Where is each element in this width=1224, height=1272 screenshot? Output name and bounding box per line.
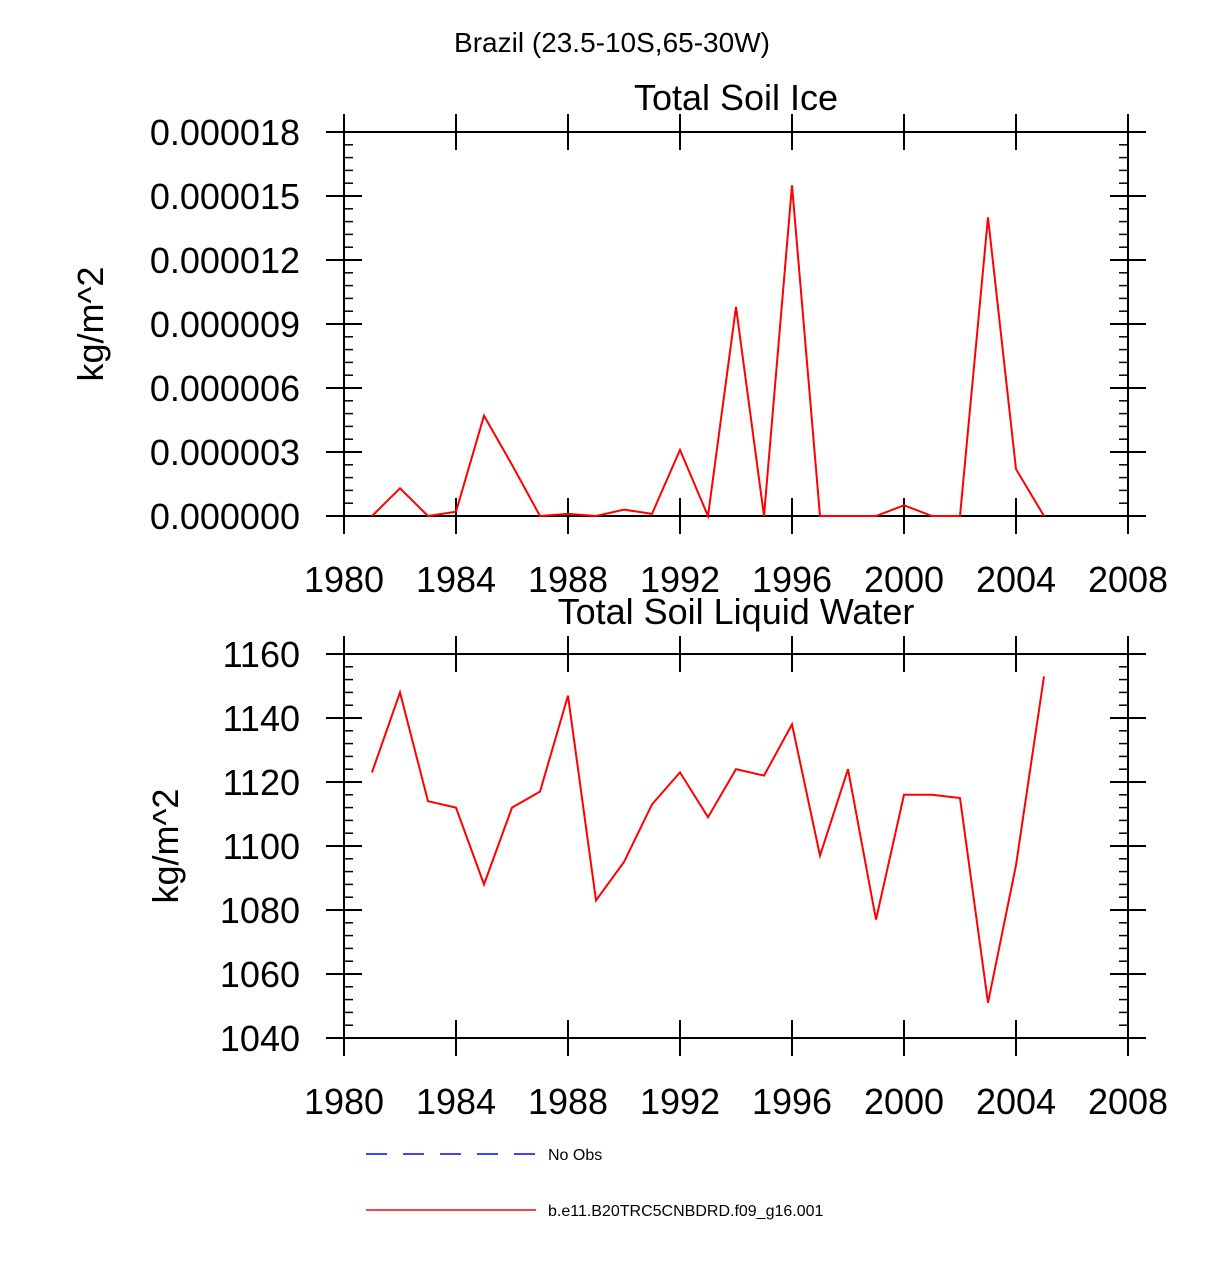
x-tick-label: 2000 (864, 559, 944, 600)
y-tick-label: 1120 (223, 762, 300, 803)
y-axis-label: kg/m^2 (70, 267, 111, 382)
y-tick-label: 1040 (220, 1018, 300, 1059)
plot-frame (343, 653, 1129, 1039)
x-tick-label: 1988 (528, 559, 608, 600)
x-tick-label: 2008 (1088, 559, 1168, 600)
y-tick-label: 0.000000 (150, 496, 300, 537)
legend-label-2: b.e11.B20TRC5CNBDRD.f09_g16.001 (548, 1203, 824, 1220)
x-tick-label: 2000 (864, 1081, 944, 1122)
y-tick-label: 0.000015 (150, 176, 300, 217)
y-tick-label: 1140 (223, 698, 300, 739)
y-tick-label: 1100 (223, 826, 300, 867)
x-tick-label: 1980 (304, 1081, 384, 1122)
y-tick-label: 0.000006 (150, 368, 300, 409)
legend-label-1: No Obs (548, 1147, 602, 1164)
chart-title: Total Soil Liquid Water (558, 591, 915, 632)
series-line-1 (371, 676, 1045, 1003)
x-tick-label: 2004 (976, 559, 1056, 600)
chart-panel-1: Total Soil Ice kg/m^2 1980 1984 1988 1992 1996… (70, 77, 1168, 600)
y-tick-label: 1060 (220, 954, 300, 995)
x-tick-label: 1996 (752, 559, 832, 600)
x-tick-label: 2004 (976, 1081, 1056, 1122)
y-tick-label: 0.000003 (150, 432, 300, 473)
series-line-1 (371, 185, 1045, 520)
x-tick-label: 1980 (304, 559, 384, 600)
x-tick-label: 1996 (752, 1081, 832, 1122)
y-tick-label: 0.000012 (150, 240, 300, 281)
y-tick-label: 1160 (223, 634, 300, 675)
x-tick-label: 2008 (1088, 1081, 1168, 1122)
chart-panel-2: Total Soil Liquid Water kg/m^2 1980 1984 198… (145, 591, 1168, 1122)
legend: No Obs b.e11.B20TRC5CNBDRD.f09_g16.001 (366, 1147, 824, 1220)
chart-panels: Total Soil Ice kg/m^2 1980 1984 1988 1992 1996… (70, 77, 1168, 1122)
chart-title: Total Soil Ice (634, 77, 838, 118)
x-tick-label: 1992 (640, 1081, 720, 1122)
y-axis-label: kg/m^2 (145, 789, 186, 904)
x-tick-label: 1992 (640, 559, 720, 600)
x-tick-label: 1984 (416, 1081, 496, 1122)
y-tick-label: 0.000009 (150, 304, 300, 345)
y-tick-label: 0.000018 (150, 112, 300, 153)
x-tick-label: 1988 (528, 1081, 608, 1122)
y-tick-label: 1080 (220, 890, 300, 931)
page-title: Brazil (23.5-10S,65-30W) (454, 27, 770, 58)
plot-frame (343, 131, 1129, 517)
x-tick-label: 1984 (416, 559, 496, 600)
